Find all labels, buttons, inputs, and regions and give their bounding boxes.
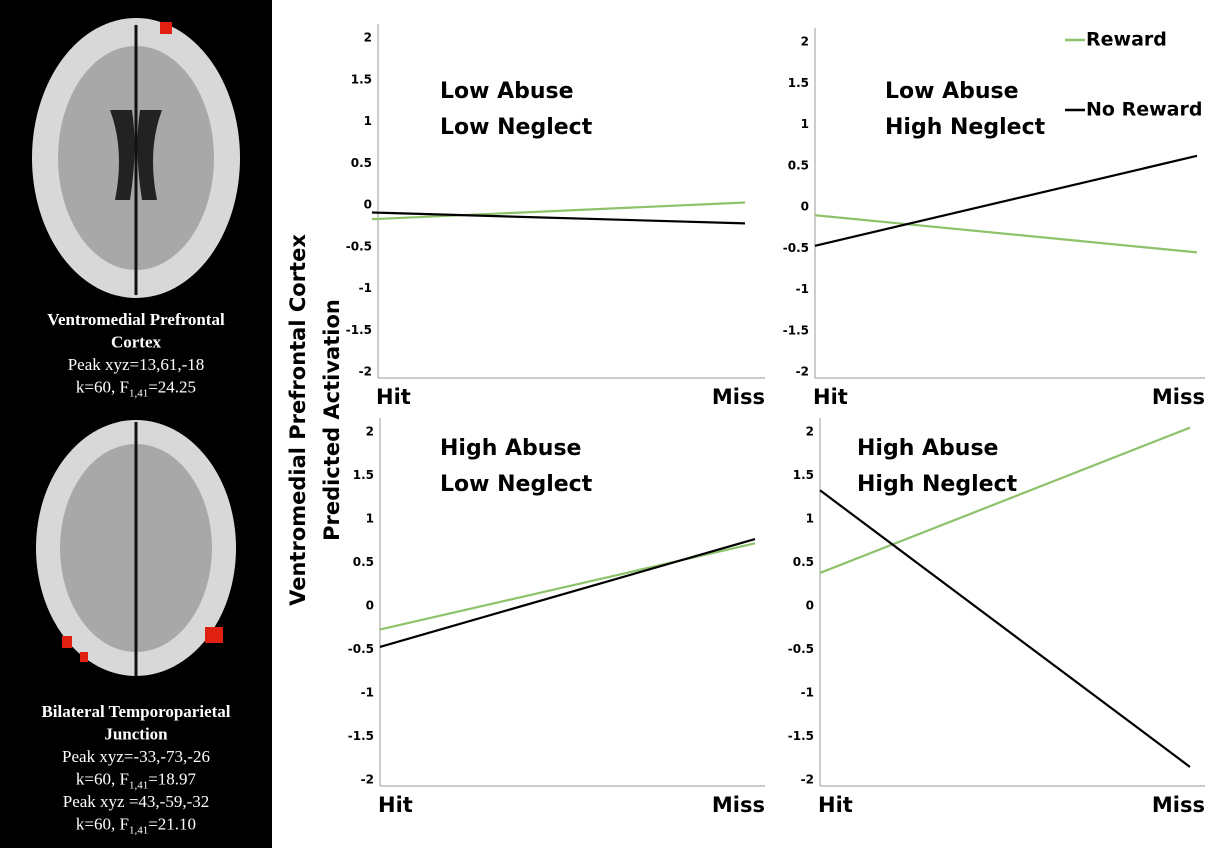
y-tick-label: -2 (796, 365, 809, 379)
y-tick-label: -0.5 (783, 241, 809, 255)
panel-annotation: Low Neglect (440, 115, 593, 140)
stat-text: Peak xyz=13,61,-18 (68, 355, 205, 374)
y-axis-label-line: Ventromedial Prefrontal Cortex (286, 234, 310, 606)
y-tick-label: 2 (366, 425, 374, 439)
panel-annotation: Low Neglect (440, 472, 593, 497)
series-line: No Reward (371, 211, 746, 225)
y-tick-label: -2 (359, 365, 372, 379)
y-tick-label: 0 (806, 599, 814, 613)
x-tick-label: Hit (378, 793, 413, 817)
y-tick-label: 2 (801, 35, 809, 49)
y-tick-label: -1 (359, 281, 372, 295)
y-axis-label: Ventromedial Prefrontal Cortex Predicted… (286, 234, 344, 606)
x-tick-label: Hit (818, 793, 853, 817)
region-stat: k=60, F1,41=18.97 (76, 770, 197, 792)
x-tick-label: Miss (1152, 793, 1205, 817)
region-title: Cortex (111, 333, 162, 352)
y-tick-label: -1 (796, 282, 809, 296)
stat-after: =18.97 (148, 770, 196, 789)
region-title: Junction (104, 725, 168, 744)
legend-label: Reward (1086, 29, 1167, 51)
x-tick-label: Miss (1152, 385, 1205, 409)
series-line: No Reward (819, 489, 1191, 768)
stat-text: Peak xyz=-33,-73,-26 (62, 747, 210, 766)
x-tick-label: Hit (376, 385, 411, 409)
series-line: Reward (819, 426, 1191, 574)
y-tick-label: 2 (806, 425, 814, 439)
region-stat: Peak xyz=-33,-73,-26 (62, 747, 210, 766)
x-tick-label: Hit (813, 385, 848, 409)
y-tick-label: 1 (364, 114, 372, 128)
stat-sub: 1,41 (129, 780, 148, 792)
stat-after: =21.10 (148, 815, 196, 834)
panel-annotation: High Abuse (857, 436, 998, 461)
series-line: No Reward (379, 537, 756, 648)
y-tick-label: 1.5 (353, 468, 374, 482)
y-tick-label: -0.5 (348, 642, 374, 656)
y-axis-label-line: Predicted Activation (320, 299, 344, 541)
y-tick-label: 0 (801, 200, 809, 214)
panel-annotation: Low Abuse (885, 79, 1019, 104)
y-tick-label: -2 (361, 773, 374, 787)
y-tick-label: 1.5 (351, 72, 372, 86)
stat-text: k=60, F (76, 815, 129, 834)
y-tick-label: -1.5 (788, 729, 814, 743)
y-tick-label: -1.5 (346, 323, 372, 337)
x-tick-label: Miss (712, 385, 765, 409)
y-tick-label: -0.5 (346, 239, 372, 253)
brain-slice (36, 420, 236, 676)
y-tick-label: 0.5 (793, 555, 814, 569)
region-stat: k=60, F1,41=24.25 (76, 378, 196, 400)
panel-annotation: High Abuse (440, 436, 581, 461)
y-tick-label: 1.5 (788, 76, 809, 90)
y-tick-label: -0.5 (788, 642, 814, 656)
stat-after: =24.25 (148, 378, 196, 397)
y-tick-label: -1 (801, 686, 814, 700)
stat-sub: 1,41 (129, 825, 148, 837)
y-tick-label: 1.5 (793, 468, 814, 482)
y-tick-label: 0.5 (353, 555, 374, 569)
region-title: Bilateral Temporoparietal (41, 702, 230, 721)
series-line: Reward (371, 201, 746, 221)
brain-slice (32, 18, 240, 298)
y-tick-label: 0.5 (788, 158, 809, 172)
y-tick-label: 0 (366, 599, 374, 613)
series-line (814, 214, 1198, 254)
stat-text: k=60, F (76, 378, 129, 397)
series-line (814, 154, 1198, 247)
stat-text: Peak xyz =43,-59,-32 (63, 792, 210, 811)
y-tick-label: 1 (806, 512, 814, 526)
y-tick-label: -1 (361, 686, 374, 700)
region-stat: k=60, F1,41=21.10 (76, 815, 196, 837)
region-stat: Peak xyz =43,-59,-32 (63, 792, 210, 811)
stat-sub: 1,41 (129, 388, 148, 400)
panel-annotation: High Neglect (857, 472, 1018, 497)
y-tick-label: 0.5 (351, 156, 372, 170)
y-tick-label: -1.5 (348, 729, 374, 743)
y-tick-label: -1.5 (783, 323, 809, 337)
y-tick-label: 2 (364, 31, 372, 45)
y-tick-label: 1 (366, 512, 374, 526)
panel-annotation: Low Abuse (440, 79, 574, 104)
y-tick-label: 1 (801, 117, 809, 131)
region-stat: Peak xyz=13,61,-18 (68, 355, 205, 374)
legend-label: No Reward (1086, 99, 1202, 121)
region-title: Ventromedial Prefrontal (47, 310, 225, 329)
y-tick-label: -2 (801, 773, 814, 787)
y-tick-label: 0 (364, 198, 372, 212)
panel-annotation: High Neglect (885, 115, 1046, 140)
x-tick-label: Miss (712, 793, 765, 817)
stat-text: k=60, F (76, 770, 129, 789)
